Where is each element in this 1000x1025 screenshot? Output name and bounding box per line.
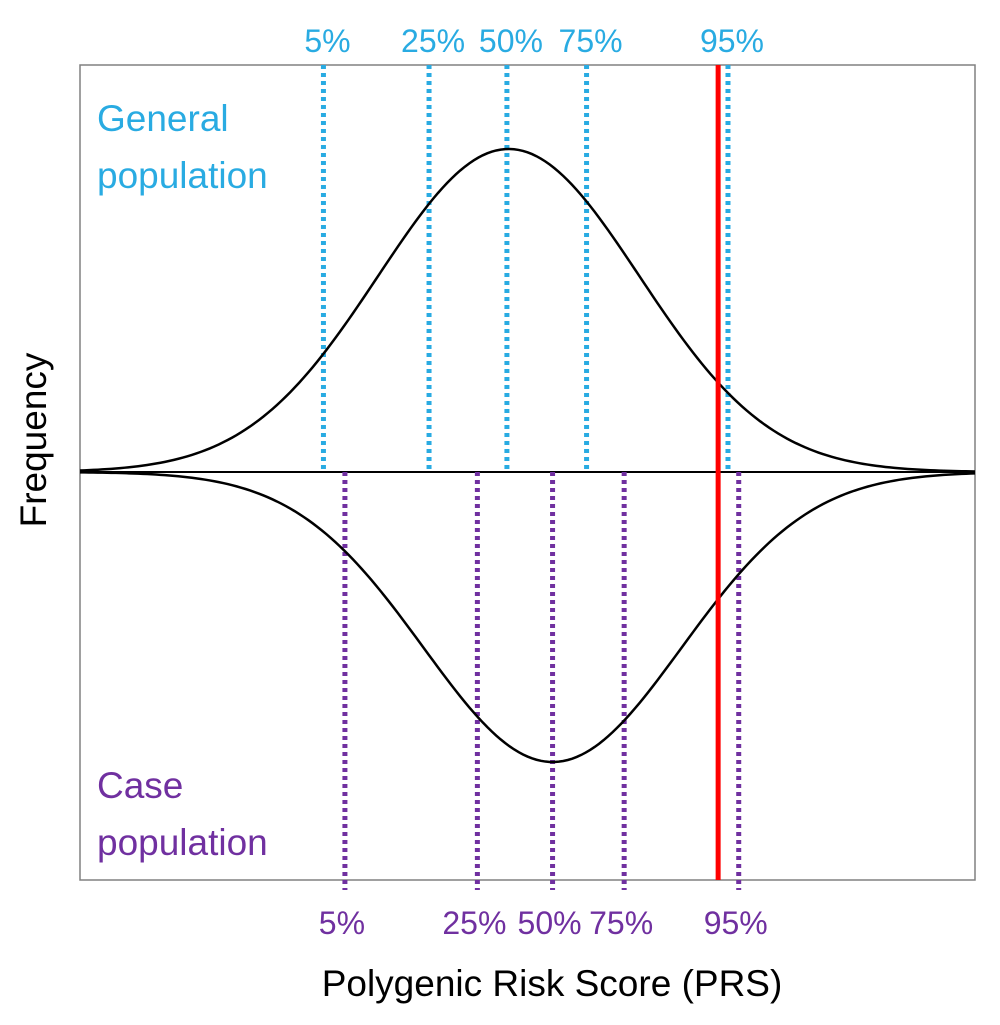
general-population-curve	[79, 147, 976, 473]
general-percentile-lines	[320, 65, 731, 472]
x-axis-title: Polygenic Risk Score (PRS)	[322, 963, 783, 1004]
case-percentile-lines	[342, 472, 742, 890]
case-percentile-label-0: 5%	[319, 905, 365, 941]
case-population-label-line-2: population	[97, 822, 268, 863]
general-population-label-line-1: General	[97, 98, 229, 139]
distribution-curves	[79, 147, 976, 764]
case-percentile-label-3: 75%	[589, 905, 653, 941]
case-population-label-line-1: Case	[97, 765, 183, 806]
case-percentile-labels: 5% 25% 50% 75% 95%	[319, 905, 768, 941]
general-percentile-label-0: 5%	[304, 23, 350, 59]
general-percentile-label-2: 50%	[479, 23, 543, 59]
case-percentile-label-4: 95%	[704, 905, 768, 941]
case-percentile-label-1: 25%	[442, 905, 506, 941]
general-percentile-label-1: 25%	[401, 23, 465, 59]
general-percentile-labels: 5% 25% 50% 75% 95%	[304, 23, 764, 59]
general-percentile-label-3: 75%	[559, 23, 623, 59]
case-population-curve	[79, 471, 976, 764]
general-population-label-line-2: population	[97, 155, 268, 196]
general-percentile-label-4: 95%	[700, 23, 764, 59]
case-percentile-label-2: 50%	[518, 905, 582, 941]
y-axis-title: Frequency	[13, 352, 54, 527]
